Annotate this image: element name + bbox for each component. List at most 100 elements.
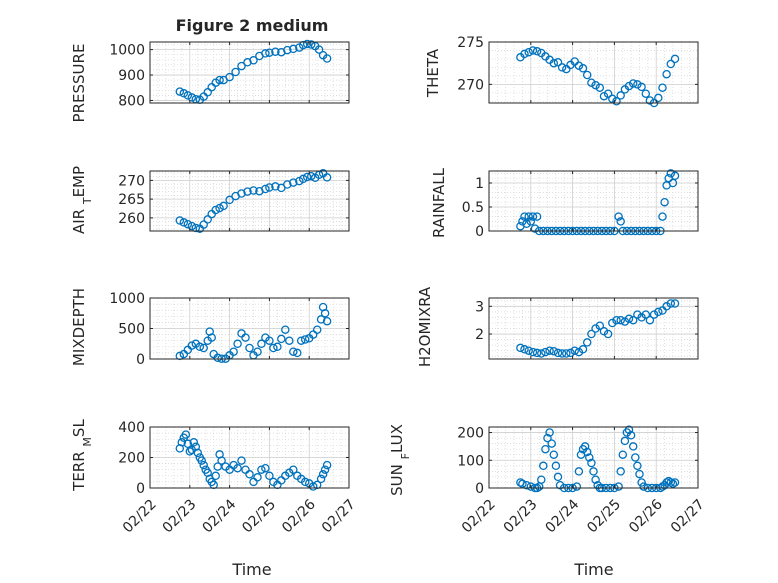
data-point	[245, 470, 254, 479]
series-sun-flux	[516, 425, 680, 493]
data-point	[524, 47, 533, 57]
data-point	[183, 91, 193, 100]
data-point	[626, 431, 636, 440]
x-tick-label: 02/22	[459, 496, 499, 536]
subplot-pressure: Figure 2 medium PRESSURE 800 900 1000	[70, 16, 350, 122]
data-point	[670, 299, 680, 308]
axes-sun-flux: 0 100 200 02/22 02/23 02/24 02/25 02/26 02/27	[457, 426, 707, 537]
figure-title: Figure 2 medium	[176, 16, 329, 35]
data-point	[211, 205, 220, 215]
x-tick-label: 02/27	[668, 496, 708, 536]
data-point	[289, 465, 298, 474]
data-point	[318, 470, 328, 479]
data-point	[265, 471, 274, 481]
xlabel-right: Time	[573, 560, 613, 579]
subplot-theta: THETA 270 275	[424, 35, 699, 108]
data-point	[516, 343, 525, 353]
ylabel-sun-flux-text: SUN	[388, 464, 406, 496]
data-point	[545, 346, 554, 355]
y-tick-label: 2	[475, 327, 484, 343]
data-point	[175, 87, 185, 96]
data-point	[591, 324, 600, 333]
data-point	[633, 310, 642, 319]
data-point	[549, 346, 559, 356]
data-point	[562, 349, 571, 358]
data-point	[633, 80, 642, 89]
data-point	[570, 346, 579, 355]
data-point	[641, 89, 651, 98]
ylabel-mixdepth: MIXDEPTH	[70, 288, 88, 366]
data-point	[603, 89, 613, 98]
ylabel-rainfall: RAINFALL	[430, 167, 448, 238]
data-point	[289, 44, 298, 54]
data-point	[187, 341, 197, 350]
data-point	[520, 49, 529, 59]
data-point	[549, 58, 559, 68]
data-point	[580, 442, 590, 451]
data-point	[283, 45, 292, 55]
y-tick-label: 275	[457, 35, 484, 51]
data-point	[524, 346, 533, 355]
y-tick-label: 1000	[109, 43, 145, 59]
data-point	[293, 348, 302, 358]
data-point	[628, 79, 638, 88]
axes-frame	[488, 41, 699, 104]
data-point	[322, 460, 332, 470]
y-tick-label: 0	[475, 481, 484, 497]
data-point	[654, 93, 663, 103]
data-point	[322, 316, 332, 326]
data-point	[191, 223, 201, 233]
data-point	[298, 174, 308, 184]
data-point	[631, 453, 640, 462]
subplot-rainfall: RAINFALL 0 0.5 1	[430, 167, 699, 240]
data-point	[553, 472, 563, 482]
data-point	[595, 321, 605, 330]
data-point	[557, 63, 567, 72]
axes-terr-msl: 0 200 400 02/22 02/23 02/24 02/25 02/26 02/27	[118, 420, 358, 536]
data-point	[528, 212, 538, 221]
data-point	[322, 173, 332, 182]
data-point	[637, 313, 646, 322]
data-point	[551, 461, 561, 471]
data-point	[316, 315, 326, 324]
data-point	[215, 75, 224, 85]
data-point	[658, 83, 667, 92]
y-tick-label: 1	[475, 176, 484, 192]
y-tick-label: 0	[475, 224, 484, 240]
data-point	[302, 39, 312, 49]
data-point	[249, 56, 258, 65]
ylabel-suffix: SL	[70, 419, 88, 438]
y-tick-label: 3	[475, 299, 484, 315]
data-point	[225, 195, 234, 205]
axes-frame	[149, 170, 350, 232]
data-point	[211, 471, 220, 481]
data-point	[641, 310, 651, 319]
data-point	[591, 475, 600, 484]
data-point	[187, 93, 197, 102]
data-point	[595, 83, 605, 92]
y-tick-label: 100	[457, 453, 484, 469]
data-point	[666, 169, 676, 178]
data-point	[300, 335, 310, 344]
data-point	[183, 219, 193, 229]
data-point	[526, 482, 536, 491]
data-point	[241, 333, 250, 342]
y-tick-label: 500	[118, 322, 145, 338]
y-tick-label: 0.5	[462, 200, 484, 216]
data-point	[257, 339, 266, 349]
data-point	[574, 467, 584, 476]
subplot-h2omixra: H2OMIXRA 23	[416, 286, 699, 367]
data-point	[578, 345, 588, 354]
data-point	[582, 447, 592, 457]
data-point	[549, 450, 559, 459]
data-point	[197, 456, 206, 465]
axes-air-temp: 260 265 270	[118, 169, 350, 233]
data-point	[229, 347, 238, 356]
ylabel-terr-msl: TERR MSL	[70, 419, 94, 492]
data-point	[273, 342, 282, 352]
data-point	[231, 67, 240, 77]
ylabel-subscript: M	[81, 437, 94, 447]
data-point	[633, 461, 642, 471]
